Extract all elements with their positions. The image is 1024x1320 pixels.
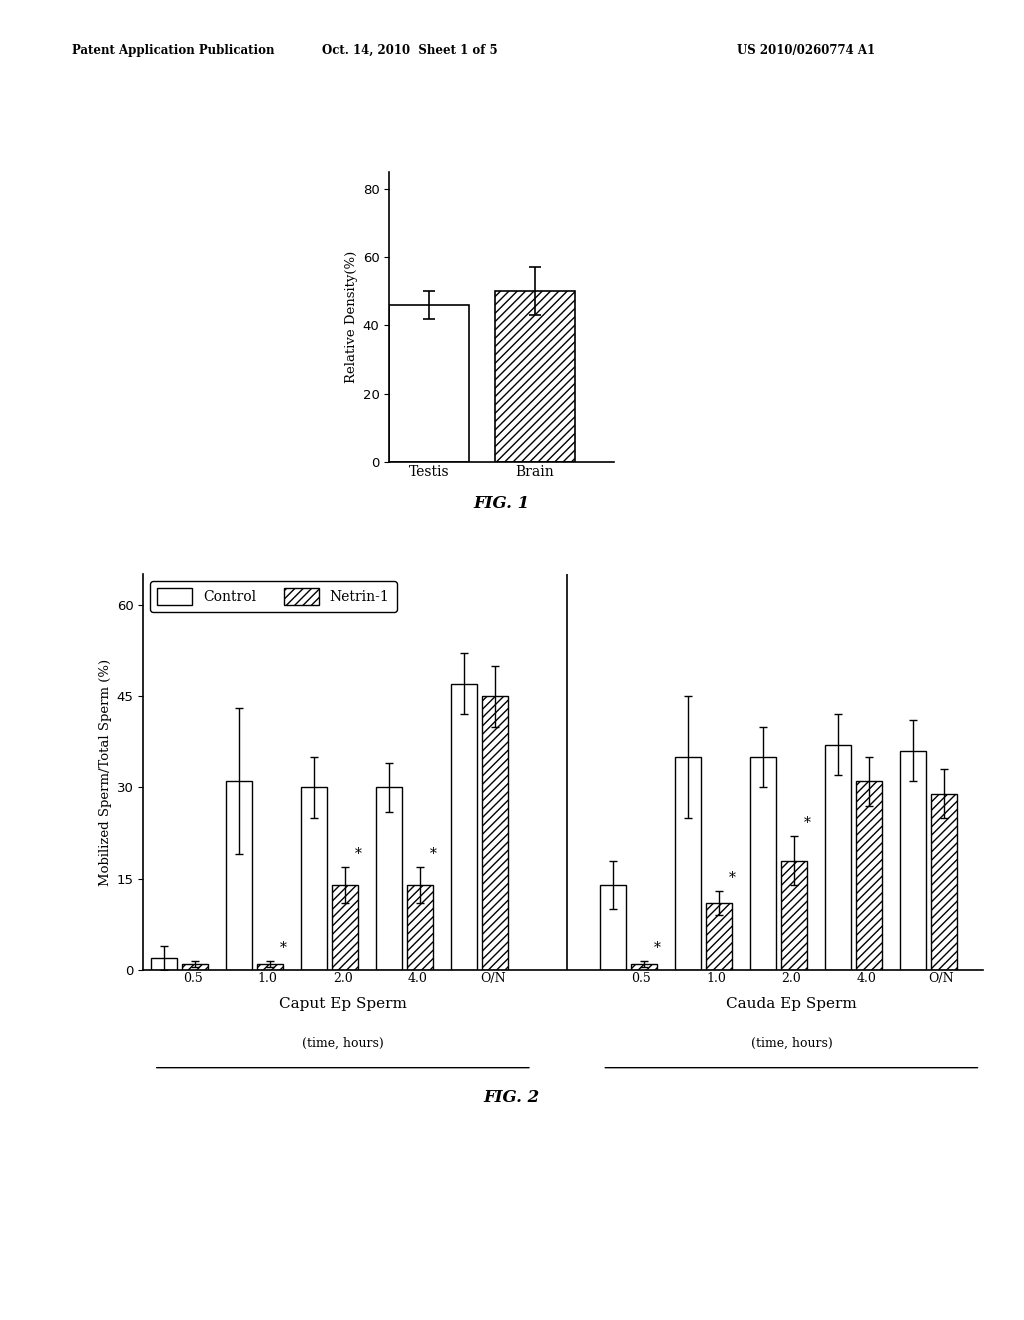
Text: *: *	[355, 846, 361, 861]
Text: Caput Ep Sperm: Caput Ep Sperm	[279, 997, 407, 1011]
Y-axis label: Relative Density(%): Relative Density(%)	[345, 251, 358, 383]
Bar	[496, 292, 574, 462]
Bar	[376, 788, 402, 970]
Text: *: *	[653, 941, 660, 954]
Bar	[600, 884, 626, 970]
Y-axis label: Mobilized Sperm/Total Sperm (%): Mobilized Sperm/Total Sperm (%)	[99, 659, 113, 886]
Bar	[226, 781, 252, 970]
Text: (time, hours): (time, hours)	[751, 1038, 833, 1051]
Bar	[257, 964, 284, 970]
Bar	[675, 756, 700, 970]
Text: *: *	[804, 816, 810, 830]
Text: Patent Application Publication: Patent Application Publication	[72, 44, 274, 57]
Bar	[780, 861, 807, 970]
Text: *: *	[430, 846, 437, 861]
Bar	[931, 793, 957, 970]
Text: *: *	[280, 941, 287, 954]
Text: (time, hours): (time, hours)	[302, 1038, 384, 1051]
Text: Oct. 14, 2010  Sheet 1 of 5: Oct. 14, 2010 Sheet 1 of 5	[322, 44, 498, 57]
Bar	[900, 751, 926, 970]
Bar	[408, 884, 433, 970]
Bar	[332, 884, 358, 970]
Bar	[856, 781, 882, 970]
Bar	[182, 964, 208, 970]
Text: Cauda Ep Sperm: Cauda Ep Sperm	[726, 997, 857, 1011]
Bar	[301, 788, 328, 970]
Text: *: *	[728, 871, 735, 884]
Bar	[482, 696, 508, 970]
Bar	[452, 684, 477, 970]
Bar	[824, 744, 851, 970]
Text: US 2010/0260774 A1: US 2010/0260774 A1	[737, 44, 876, 57]
Bar	[706, 903, 732, 970]
Bar	[389, 305, 469, 462]
Bar	[750, 756, 776, 970]
Bar	[152, 958, 177, 970]
Text: FIG. 2: FIG. 2	[484, 1089, 540, 1106]
Bar	[631, 964, 656, 970]
Text: FIG. 1: FIG. 1	[474, 495, 529, 512]
Legend: Control, Netrin-1: Control, Netrin-1	[151, 581, 396, 612]
